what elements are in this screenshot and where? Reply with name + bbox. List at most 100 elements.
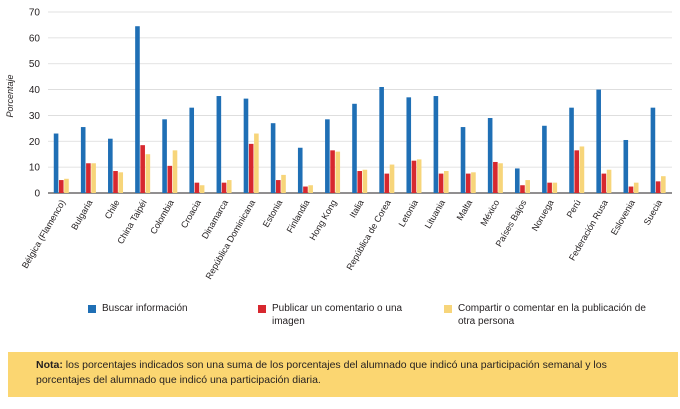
bar [216, 96, 222, 193]
bar [525, 180, 530, 193]
chart-bars [53, 26, 666, 193]
bar [325, 119, 330, 193]
bar [270, 123, 276, 193]
x-category-label: República Dominicana [204, 198, 258, 281]
bar [655, 181, 661, 193]
bar [547, 182, 552, 193]
y-tick-label: 60 [29, 33, 41, 44]
bar [113, 171, 118, 193]
bar [162, 119, 167, 193]
y-tick-label: 70 [29, 8, 41, 19]
x-category-label: Estonia [261, 198, 285, 229]
bar [64, 178, 69, 193]
bar [86, 163, 91, 193]
bar [221, 182, 227, 193]
y-axis-ticks: 0 10 20 30 40 50 60 70 [29, 8, 41, 200]
bar [411, 160, 417, 193]
bar [140, 145, 145, 193]
legend-swatch-blue [88, 305, 96, 313]
bar [416, 159, 422, 193]
x-category-label: México [478, 198, 501, 228]
chart-legend: Buscar información Publicar un comentari… [0, 302, 680, 342]
bar [498, 163, 503, 193]
x-category-label: Letonia [397, 198, 420, 229]
y-tick-label: 0 [34, 189, 40, 200]
bar [384, 173, 390, 193]
bar [303, 186, 308, 193]
x-category-label: Lituania [423, 198, 447, 230]
bar [433, 96, 439, 193]
bar [335, 151, 341, 193]
bar [443, 171, 449, 193]
bar [493, 161, 498, 193]
legend-swatch-red [258, 305, 266, 313]
x-category-label: Perú [565, 198, 583, 219]
bar [514, 168, 520, 193]
bar [579, 146, 585, 193]
bar [406, 97, 412, 193]
bar [460, 127, 466, 193]
x-category-label: Hong Kong [307, 198, 338, 242]
x-category-label: Noruega [530, 198, 556, 233]
legend-item-buscar: Buscar información [88, 302, 248, 315]
legend-label: Buscar información [102, 303, 188, 314]
bar [596, 89, 601, 193]
bar [389, 164, 395, 193]
bar [552, 182, 558, 193]
bar [542, 125, 547, 193]
bar [362, 169, 368, 193]
bar [487, 118, 493, 193]
x-category-label: Eslovenia [609, 198, 637, 237]
bar [135, 26, 140, 193]
x-category-label: Bélgica (Flamenco) [20, 198, 67, 270]
bar [145, 154, 151, 193]
bar [352, 103, 357, 193]
bar [281, 174, 286, 193]
bar [606, 169, 612, 193]
bar [118, 172, 124, 193]
x-category-label: Italia [348, 198, 366, 219]
bar [167, 165, 173, 193]
bar [58, 180, 64, 193]
bar [297, 147, 303, 193]
bar [248, 143, 254, 193]
x-category-label: Dinamarca [200, 198, 230, 241]
bar [661, 176, 666, 193]
x-category-label: China Taipéi [115, 198, 148, 246]
bar [53, 133, 59, 193]
bar [357, 171, 362, 193]
note-text: los porcentajes indicados son una suma d… [36, 359, 607, 386]
bar [520, 185, 525, 193]
legend-swatch-yellow [444, 305, 452, 313]
bar [199, 185, 205, 193]
bar [308, 185, 313, 193]
bar [330, 150, 335, 193]
note-bold-label: Nota: [36, 359, 63, 371]
bar [379, 86, 384, 193]
bar [243, 98, 249, 193]
bar [108, 138, 113, 193]
bar [91, 163, 96, 193]
y-tick-label: 10 [29, 163, 41, 174]
bar [189, 107, 195, 193]
bar [465, 173, 471, 193]
x-category-label: Suecia [642, 198, 664, 227]
bar [438, 173, 444, 193]
bar [172, 150, 178, 193]
note-box: Nota: los porcentajes indicados son una … [8, 352, 678, 397]
x-category-label: Colombia [148, 198, 176, 236]
bar-chart: 0 10 20 30 40 50 60 70 Porcentaje Bélgica (Flam… [5, 8, 672, 281]
y-tick-label: 50 [29, 59, 41, 70]
bar [574, 150, 580, 193]
bar [471, 172, 476, 193]
y-tick-label: 20 [29, 137, 41, 148]
bar [628, 186, 634, 193]
bar [194, 182, 200, 193]
y-axis-label: Porcentaje [5, 74, 15, 117]
bar [254, 133, 259, 193]
bar [633, 182, 639, 193]
y-tick-label: 30 [29, 111, 41, 122]
bar [276, 180, 281, 193]
legend-item-compartir: Compartir o comentar en la publicación d… [444, 302, 649, 328]
